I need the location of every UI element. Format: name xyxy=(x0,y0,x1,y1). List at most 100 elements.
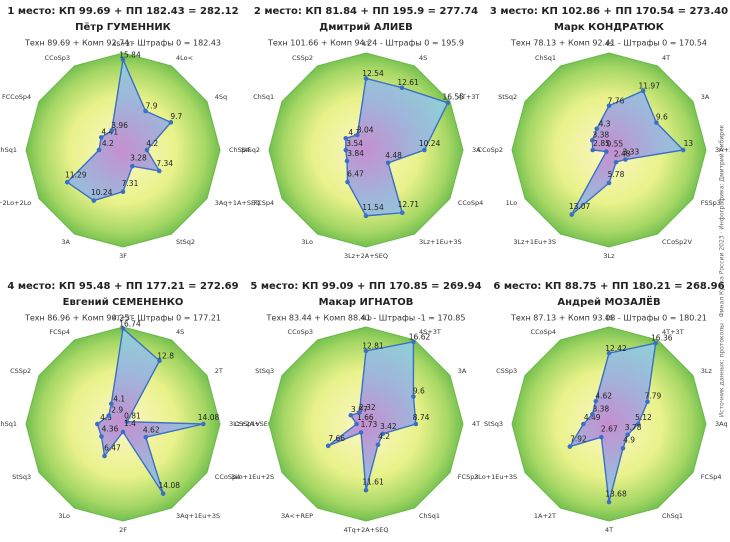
data-point xyxy=(599,434,604,440)
category-label: 4S xyxy=(605,40,613,48)
value-label: 9.6 xyxy=(413,387,425,396)
value-label: 12.71 xyxy=(398,200,420,209)
data-point xyxy=(345,179,350,185)
category-label: 4T xyxy=(662,54,670,62)
value-label: 1.73 xyxy=(361,420,378,429)
data-point xyxy=(589,138,595,143)
data-point xyxy=(623,157,628,162)
category-label: 3Aq xyxy=(715,420,728,428)
category-label: 2F xyxy=(119,526,127,534)
data-point xyxy=(589,412,595,417)
category-label: FCSp4 xyxy=(49,328,70,336)
value-label: 4.1 xyxy=(348,128,360,137)
chart-subtitle: Марк КОНДРАТЮК xyxy=(554,22,665,33)
data-point xyxy=(344,158,350,164)
data-point xyxy=(168,120,174,125)
data-point xyxy=(625,432,630,438)
data-point xyxy=(355,132,360,138)
category-label: StSq2 xyxy=(498,93,517,101)
data-point xyxy=(64,179,70,185)
data-point xyxy=(144,147,150,153)
value-label: 11.29 xyxy=(65,170,87,179)
value-label: 14.08 xyxy=(198,413,220,422)
category-label: 4S xyxy=(605,314,613,322)
value-label: 2.85 xyxy=(593,139,610,148)
value-label: 1.4 xyxy=(124,419,136,428)
data-point xyxy=(399,85,405,90)
value-label: 4.2 xyxy=(102,139,114,148)
category-label: 4Lo< xyxy=(176,54,193,62)
data-point xyxy=(98,135,104,140)
chart-note: Техн 89.69 + Комп 92.74 - Штрафы 0 = 182… xyxy=(24,39,221,48)
category-label: 1A+2T xyxy=(534,512,556,520)
value-label: 4.62 xyxy=(595,392,612,401)
category-label: CSSp2 xyxy=(10,367,31,375)
value-label: 2.67 xyxy=(601,425,618,434)
value-label: 3.07 xyxy=(351,405,368,414)
category-label: 3Aq+1A+SEQ xyxy=(215,199,260,207)
value-label: 9.7 xyxy=(170,112,182,121)
category-label: 4Tq+2A+SEQ xyxy=(343,526,388,534)
category-label: 3Lz+1Eu+3S xyxy=(419,238,462,246)
data-point xyxy=(96,147,102,153)
data-point xyxy=(606,103,612,109)
value-label: 10.24 xyxy=(91,188,113,197)
value-label: 4.62 xyxy=(143,425,160,434)
radar-chart: 6 место: КП 88.75 + ПП 180.21 = 268.96 Ан… xyxy=(474,281,728,534)
data-point xyxy=(590,147,596,153)
chart-note: Техн 78.13 + Комп 92.41 - Штрафы 0 = 170… xyxy=(510,39,707,48)
chart-note: Техн 83.44 + Комп 88.41 - Штрафы -1 = 17… xyxy=(266,314,466,323)
data-point xyxy=(569,212,575,217)
category-label: ChSq1 xyxy=(662,512,683,520)
value-label: 16.36 xyxy=(651,334,673,343)
value-label: 7.31 xyxy=(122,179,139,188)
category-label: ChSq1 xyxy=(419,512,440,520)
category-label: CSSp1V xyxy=(235,420,261,428)
data-point xyxy=(120,429,126,435)
value-label: 12.81 xyxy=(362,342,384,351)
category-label: ChSq1 xyxy=(0,146,17,154)
chart-subtitle: Пётр ГУМЕННИК xyxy=(75,21,172,33)
value-label: 3.54 xyxy=(346,139,363,148)
data-point xyxy=(106,413,111,419)
category-label: CCoSp2V xyxy=(662,238,692,246)
category-label: 4S xyxy=(176,328,184,336)
category-label: 3Lo xyxy=(301,238,313,246)
data-point xyxy=(411,394,416,399)
category-label: ChSq1 xyxy=(535,54,556,62)
category-label: FCSp4 xyxy=(254,199,275,207)
data-point xyxy=(606,350,612,356)
category-label: CCoSp3 xyxy=(288,328,313,336)
value-label: 4.9 xyxy=(623,436,635,445)
data-point xyxy=(143,434,149,440)
value-label: 12.42 xyxy=(605,344,627,353)
chart-title: 2 место: КП 81.84 + ПП 195.9 = 277.74 xyxy=(254,6,478,17)
value-label: 2.48 xyxy=(614,150,631,159)
category-label: 4S+3T xyxy=(112,40,134,48)
value-label: 13.07 xyxy=(569,202,591,211)
value-label: 7.66 xyxy=(328,434,345,443)
data-point xyxy=(99,434,104,439)
data-point xyxy=(363,487,369,493)
data-point xyxy=(143,108,148,114)
category-label: CSSp2 xyxy=(292,54,313,62)
category-label: 4Sq xyxy=(215,93,227,101)
category-label: 3A xyxy=(701,93,710,101)
data-point xyxy=(124,419,130,424)
value-label: 7.34 xyxy=(156,159,173,168)
category-label: 3Lz+2Lo+2Lo xyxy=(0,199,31,207)
value-label: 3.96 xyxy=(111,121,128,130)
value-label: 12.61 xyxy=(397,78,419,87)
chart-title: 6 место: КП 88.75 + ПП 180.21 = 268.96 xyxy=(493,281,724,292)
data-point xyxy=(653,340,658,346)
data-point xyxy=(593,398,599,404)
value-label: 5.78 xyxy=(608,170,625,179)
value-label: 12.8 xyxy=(157,351,174,360)
chart-title: 4 место: КП 95.48 + ПП 177.21 = 272.69 xyxy=(7,281,238,292)
data-point xyxy=(445,100,451,106)
category-label: FCSp4 xyxy=(701,473,722,481)
category-label: StSq2 xyxy=(176,238,195,246)
value-label: 3.38 xyxy=(593,130,610,139)
category-label: 4T xyxy=(605,526,613,534)
data-point xyxy=(613,159,619,165)
